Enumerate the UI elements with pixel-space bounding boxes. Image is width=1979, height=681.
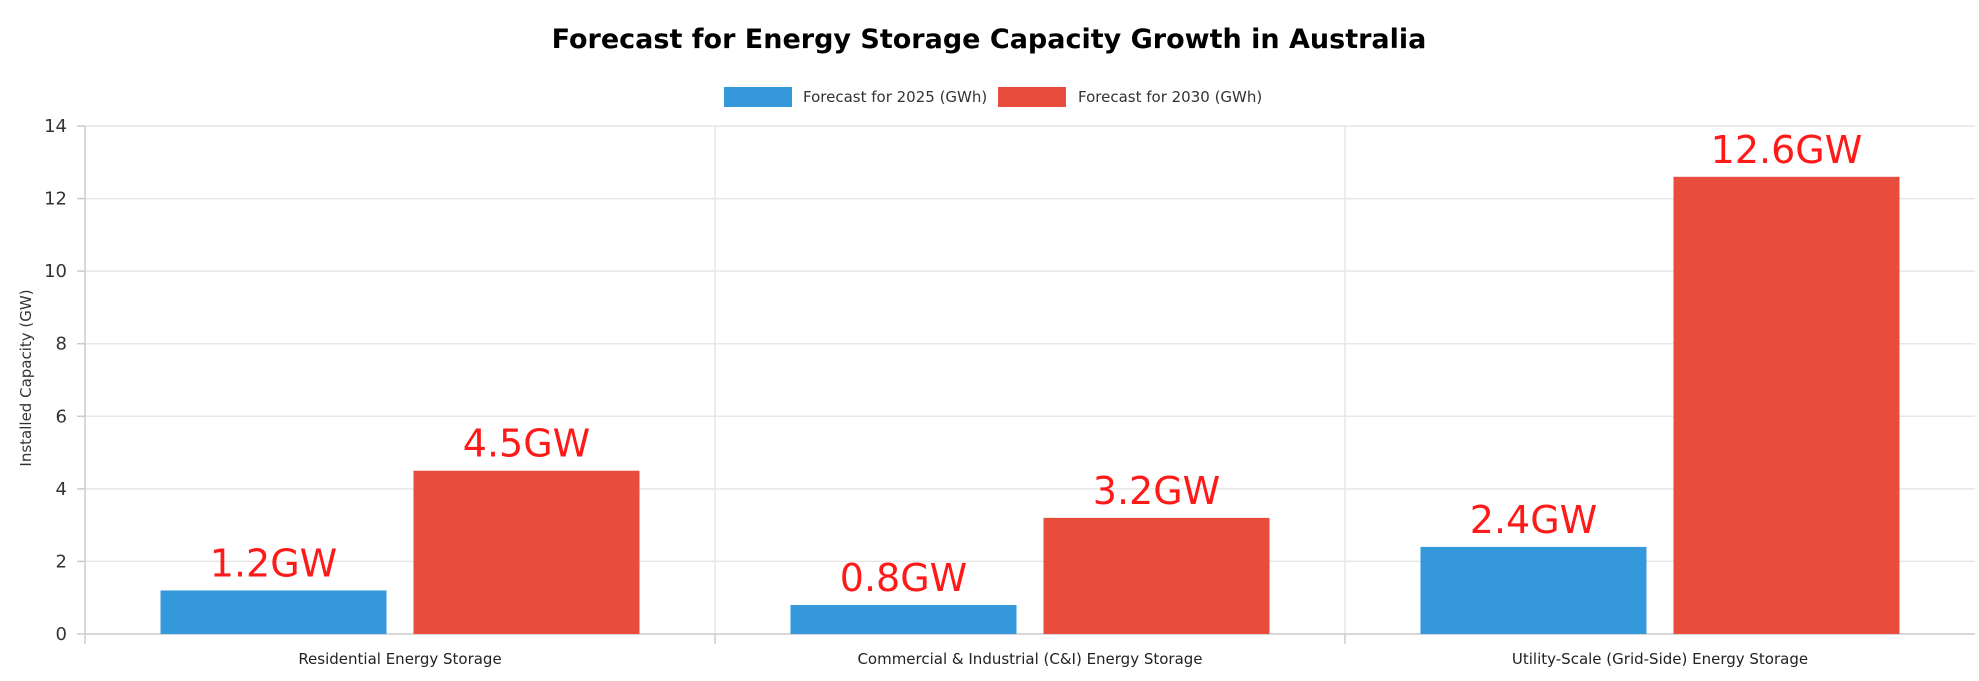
y-tick-label-14: 14 [44,116,67,137]
legend-label-2030: Forecast for 2030 (GWh) [1078,88,1262,106]
data-label-2025-0: 1.2GW [210,541,337,585]
bar-2030-0 [413,470,640,634]
y-tick-label-0: 0 [56,624,67,645]
data-label-2030-1: 3.2GW [1093,469,1220,513]
category-label-2: Utility-Scale (Grid-Side) Energy Storage [1512,650,1808,668]
bar-2025-1 [790,604,1017,634]
y-tick-label-10: 10 [44,261,67,282]
y-tick-label-4: 4 [56,479,67,500]
legend-swatch-2030 [998,87,1066,107]
bar-2025-0 [160,590,387,634]
data-label-2030-0: 4.5GW [463,422,590,466]
legend: Forecast for 2025 (GWh) Forecast for 203… [724,87,1262,107]
data-label-2030-2: 12.6GW [1711,128,1863,172]
y-tick-label-6: 6 [56,406,67,427]
bar-2025-2 [1420,546,1647,634]
bars [160,176,1900,635]
data-label-2025-1: 0.8GW [840,556,967,600]
y-axis-label: Installed Capacity (GW) [17,289,35,466]
legend-label-2025: Forecast for 2025 (GWh) [803,88,987,106]
y-tick-label-2: 2 [56,551,67,572]
category-label-1: Commercial & Industrial (C&I) Energy Sto… [857,650,1202,668]
data-labels: 1.2GW 4.5GW 0.8GW 3.2GW 2.4GW 12.6GW [210,128,1863,600]
y-tick-labels: 0 2 4 6 8 10 12 14 [44,116,67,645]
category-labels: Residential Energy Storage Commercial & I… [298,650,1808,668]
chart-title: Forecast for Energy Storage Capacity Gro… [552,24,1427,55]
y-tick-label-12: 12 [44,189,67,210]
bar-2030-1 [1043,517,1270,634]
category-label-0: Residential Energy Storage [298,650,501,668]
legend-swatch-2025 [724,87,792,107]
y-tick-label-8: 8 [56,334,67,355]
gridlines [85,125,1975,634]
data-label-2025-2: 2.4GW [1470,498,1597,542]
bar-2030-2 [1673,176,1900,635]
axes [77,125,1975,644]
